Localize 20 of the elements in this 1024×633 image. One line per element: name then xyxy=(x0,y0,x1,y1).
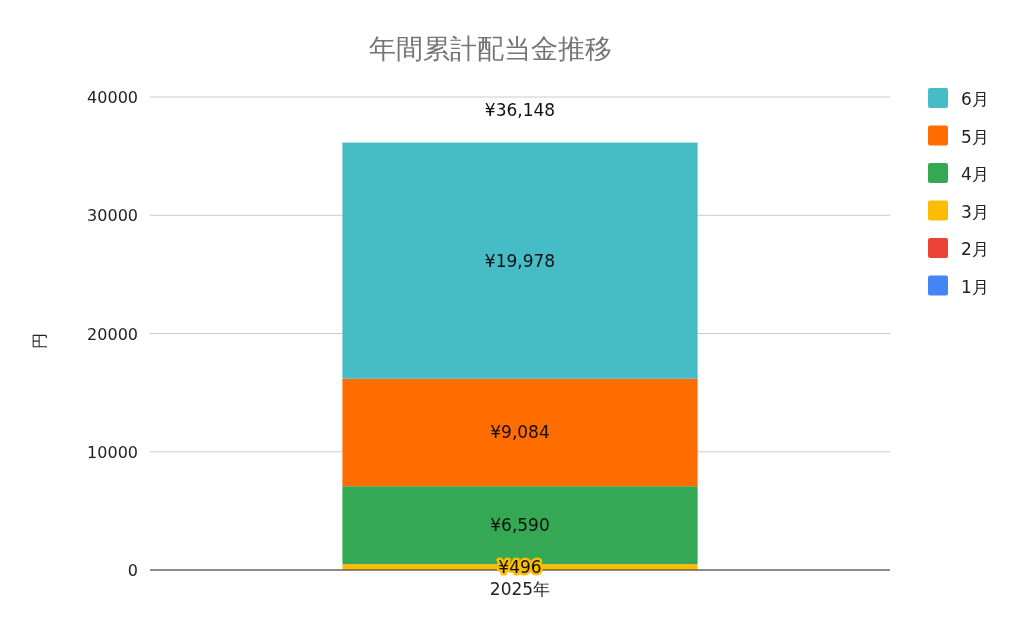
legend-label: 6月 xyxy=(961,89,989,109)
total-label: ¥36,148 xyxy=(484,99,556,120)
data-label: ¥6,590 xyxy=(490,515,550,536)
y-tick-label: 10000 xyxy=(87,442,138,462)
y-tick-label: 40000 xyxy=(87,88,138,107)
legend-label: 4月 xyxy=(961,164,989,184)
legend-label: 5月 xyxy=(961,126,989,147)
bar xyxy=(342,142,698,379)
legend-label: 1月 xyxy=(961,276,989,297)
data-label: ¥9,084 xyxy=(490,422,550,443)
legend-label: 2月 xyxy=(961,239,989,259)
data-label: ¥19,978 xyxy=(484,250,556,271)
x-tick-label: 2025年 xyxy=(489,579,551,599)
y-axis-title: 円 xyxy=(30,333,49,349)
y-tick-label: 0 xyxy=(127,561,138,580)
y-tick-label: 30000 xyxy=(87,206,138,226)
y-tick-label: 20000 xyxy=(87,324,138,344)
legend-label: 3月 xyxy=(961,201,989,222)
chart-title: 年間累計配当金推移 xyxy=(368,33,612,64)
bar xyxy=(342,378,698,487)
